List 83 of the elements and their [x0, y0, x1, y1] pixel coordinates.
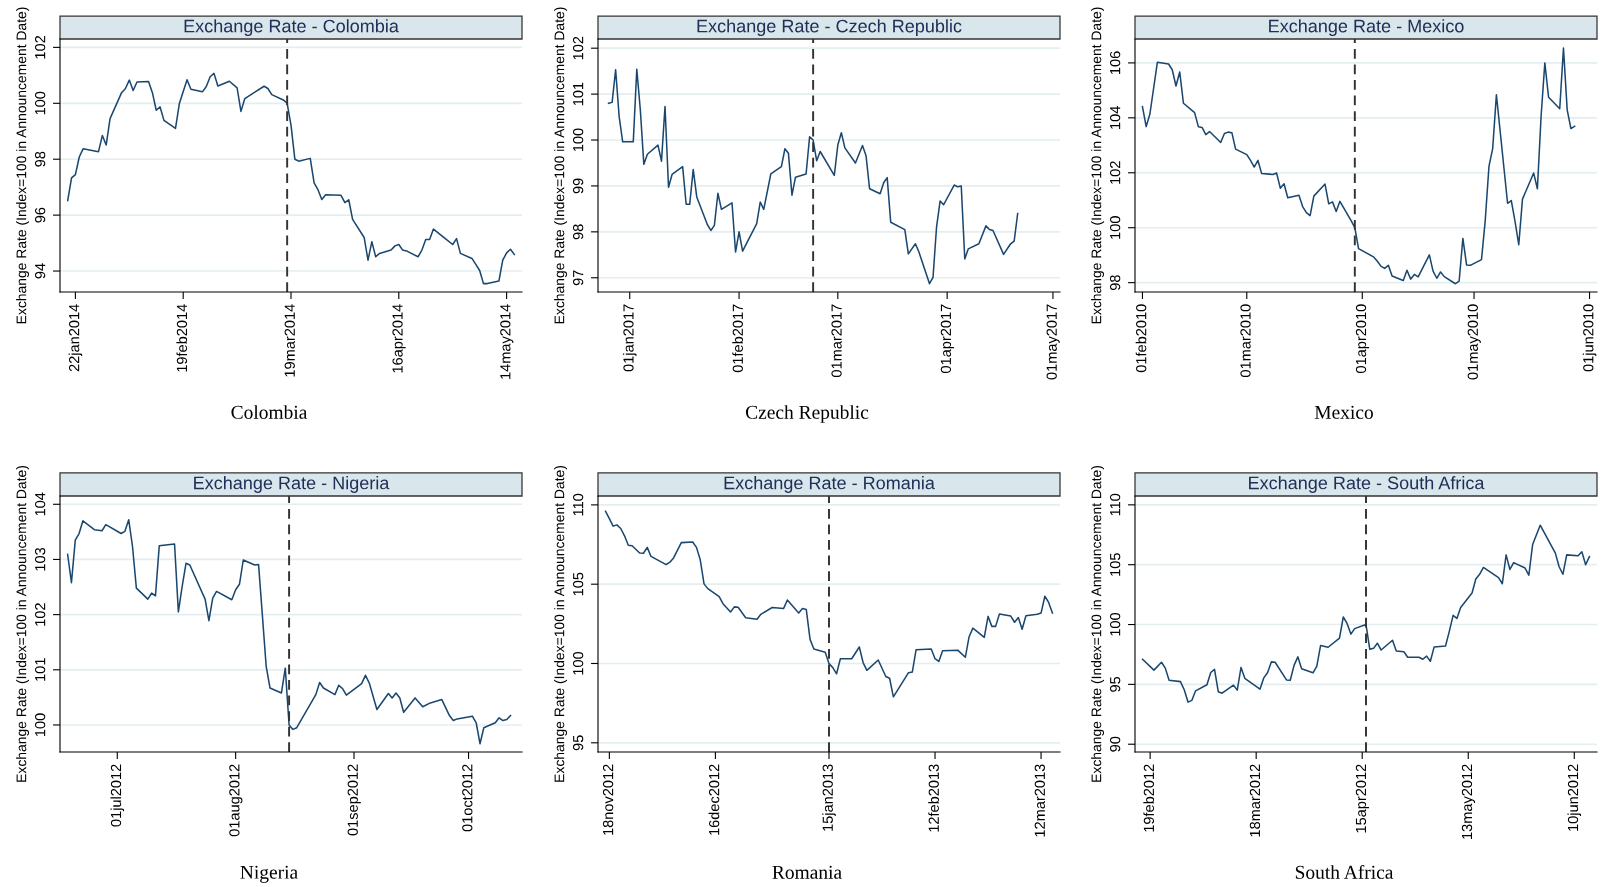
chart-title: Exchange Rate - Czech Republic [697, 19, 962, 37]
x-tick-label: 16apr2014 [392, 304, 406, 373]
x-tick-label: 12feb2013 [928, 764, 939, 832]
x-tick-label: 18mar2012 [1249, 764, 1261, 837]
y-tick-label: 98 [34, 151, 46, 167]
y-axis-title: Exchange Rate (Index=100 in Announcement Date) [554, 7, 568, 324]
x-tick-label: 19feb2012 [1143, 764, 1155, 832]
y-tick-label: 100 [1109, 216, 1121, 239]
x-tick-label: 01jan2017 [622, 304, 637, 372]
line-series [604, 510, 1054, 698]
text: Colombia [231, 405, 308, 419]
chart-title: Exchange Rate - Nigeria [194, 476, 390, 493]
x-tick-label: 10jun2012 [1567, 764, 1582, 831]
x-tick-label: 19feb2014 [176, 304, 188, 372]
y-tick-label: 104 [1109, 106, 1121, 129]
x-tick-label: 01oct2012 [462, 764, 473, 832]
chart-title: Exchange Rate - Mexico [1269, 19, 1464, 37]
y-tick-label: 98 [572, 224, 584, 240]
line-series [66, 72, 516, 285]
x-tick-label: 01may2017 [1046, 304, 1060, 380]
y-tick-label: 100 [572, 651, 584, 675]
text: Czech Republic [745, 405, 869, 423]
line-series [1141, 47, 1576, 285]
y-tick-label: 106 [1109, 51, 1121, 74]
x-tick-label: 19mar2014 [284, 304, 295, 377]
line-series [66, 518, 512, 745]
x-tick-label: 01may2010 [1467, 304, 1481, 380]
x-tick-label: 15jan2013 [822, 764, 836, 831]
y-tick-label: 97 [572, 270, 584, 286]
x-tick-label: 01aug2012 [229, 764, 243, 837]
text: Mexico [1314, 405, 1373, 419]
x-tick-label: 14may2014 [500, 304, 514, 379]
x-tick-label: 01apr2017 [940, 304, 954, 373]
x-tick-label: 18nov2012 [602, 764, 614, 835]
y-axis-title: Exchange Rate (Index=100 in Announcement Date) [16, 465, 30, 782]
y-axis-title: Exchange Rate (Index=100 in Announcement Date) [16, 7, 30, 324]
y-tick-label: 100 [34, 713, 46, 737]
y-tick-label: 100 [34, 91, 46, 115]
y-axis-title: Exchange Rate (Index=100 in Announcement Date) [554, 465, 568, 782]
line-series [607, 68, 1019, 285]
y-tick-label: 95 [1109, 676, 1121, 692]
y-tick-label: 110 [572, 493, 584, 516]
y-tick-label: 95 [572, 735, 584, 751]
x-tick-label: 01jul2012 [110, 764, 125, 827]
x-tick-label: 01jun2010 [1582, 304, 1597, 372]
y-tick-label: 103 [34, 547, 46, 571]
y-axis-title: Exchange Rate (Index=100 in Announcement Date) [1091, 465, 1105, 782]
y-tick-label: 105 [1109, 553, 1121, 576]
y-tick-label: 100 [572, 128, 584, 152]
x-tick-label: 12mar2013 [1034, 764, 1045, 837]
x-tick-label: 15apr2012 [1355, 764, 1370, 833]
text: South Africa [1295, 864, 1394, 879]
y-tick-label: 101 [34, 658, 46, 681]
x-tick-label: 01feb2010 [1135, 304, 1147, 373]
x-tick-label: 16dec2012 [708, 764, 720, 835]
y-tick-label: 102 [34, 35, 46, 59]
y-tick-label: 102 [34, 603, 46, 626]
y-tick-label: 90 [1109, 736, 1121, 752]
x-tick-label: 01sep2012 [347, 764, 361, 836]
text: Romania [772, 865, 842, 879]
y-tick-label: 94 [34, 263, 46, 279]
line-series [1141, 524, 1591, 703]
x-tick-label: 01mar2010 [1240, 304, 1251, 378]
x-tick-label: 22jan2014 [68, 304, 83, 372]
chart-title: Exchange Rate - South Africa [1249, 476, 1485, 493]
y-tick-label: 99 [572, 178, 584, 194]
y-tick-label: 101 [572, 82, 584, 106]
x-tick-label: 01apr2010 [1355, 304, 1370, 373]
y-tick-label: 105 [572, 572, 584, 596]
text: Nigeria [240, 865, 298, 883]
y-tick-label: 96 [34, 207, 46, 223]
y-tick-label: 98 [1109, 275, 1121, 291]
y-tick-label: 104 [34, 492, 46, 516]
x-tick-label: 13may2012 [1461, 764, 1476, 839]
chart-title: Exchange Rate - Colombia [184, 19, 399, 37]
y-axis-title: Exchange Rate (Index=100 in Announcement Date) [1091, 7, 1105, 324]
y-tick-label: 110 [1109, 493, 1121, 516]
chart-title: Exchange Rate - Romania [724, 476, 935, 493]
x-tick-label: 01feb2017 [732, 304, 743, 373]
x-tick-label: 01mar2017 [831, 304, 842, 378]
y-tick-label: 102 [1109, 161, 1121, 184]
y-tick-label: 100 [1109, 612, 1121, 636]
y-tick-label: 102 [572, 36, 584, 60]
